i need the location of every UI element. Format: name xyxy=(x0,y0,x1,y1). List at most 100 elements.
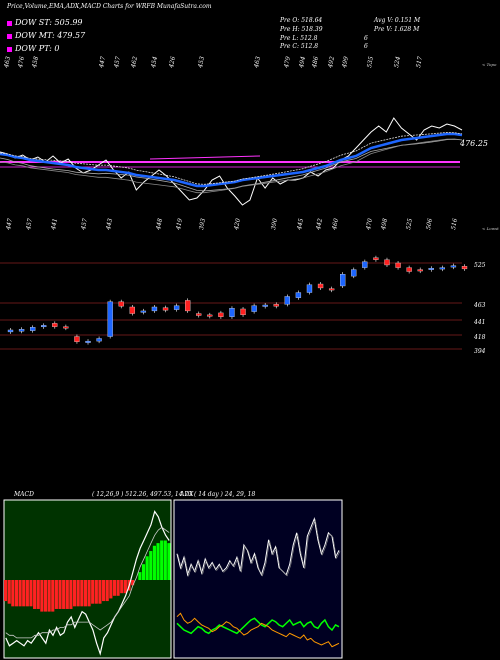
ema-bottom-label: 457 xyxy=(25,218,34,232)
candle-body xyxy=(151,306,158,312)
ema-top-label: 479 xyxy=(283,56,292,70)
candle-body xyxy=(295,292,302,298)
ema-bottom-label: 390 xyxy=(270,218,279,231)
candle-body xyxy=(162,307,169,311)
ema-white-dotted xyxy=(0,131,463,185)
macd-histogram-bar xyxy=(163,540,167,580)
macd-histogram-bar xyxy=(102,580,106,602)
macd-histogram-bar xyxy=(54,580,58,609)
candle-body xyxy=(107,301,113,337)
candle-body xyxy=(362,261,368,268)
ema-top-label: 453 xyxy=(197,56,206,70)
ema-bottom-label: 419 xyxy=(175,218,184,232)
adx-shadow-line xyxy=(177,518,341,577)
candle-body xyxy=(218,312,224,317)
candle-body xyxy=(173,305,180,310)
macd-histogram-bar xyxy=(87,580,91,607)
ema-bottom-label: 443 xyxy=(105,218,114,232)
candle-body xyxy=(461,266,468,270)
ema-top-label: 458 xyxy=(31,56,40,70)
macd-histogram-bar xyxy=(62,580,66,609)
ema-blue-line xyxy=(0,132,463,188)
price-tick-label: 463 xyxy=(473,302,486,309)
macd-histogram-bar xyxy=(156,543,160,580)
macd-histogram-bar xyxy=(112,580,117,596)
adx-minus-line xyxy=(176,612,340,648)
adx-plus-line xyxy=(176,617,340,635)
candle-body xyxy=(18,329,25,332)
candle-body xyxy=(395,262,401,268)
stat-pre-low: Pre L: 512.8 xyxy=(280,35,318,42)
ema-bottom-label: 516 xyxy=(450,218,459,231)
legend-dow-st: DOW ST: 505.99 xyxy=(7,18,83,27)
legend-dow-st-label: DOW ST: 505.99 xyxy=(15,18,83,27)
candle-body xyxy=(140,310,147,313)
candle-body xyxy=(284,296,290,305)
candle-body xyxy=(52,323,58,327)
macd-histogram-bar xyxy=(72,580,77,607)
adx-params: ( 14 day ) 24, 29, 18 xyxy=(194,491,255,498)
ema-top-label: 499 xyxy=(341,56,350,70)
macd-histogram-bar xyxy=(131,580,135,586)
stat-six-b: 6 xyxy=(364,43,368,50)
ema-bottom-label: 420 xyxy=(233,218,242,232)
ema-top-label: 492 xyxy=(327,56,336,70)
ema-bottom-label: 445 xyxy=(296,218,305,232)
macd-histogram-bar xyxy=(14,580,19,607)
macd-signal-line xyxy=(5,526,170,639)
macd-histogram-bar xyxy=(25,580,29,607)
macd-histogram-bar xyxy=(76,580,80,607)
adx-adx-line xyxy=(176,516,340,577)
legend-swatch xyxy=(7,46,12,52)
macd-line xyxy=(5,510,170,656)
ema-bottom-label: 457 xyxy=(80,218,89,232)
macd-histogram-bar xyxy=(51,580,55,612)
macd-histogram-bar xyxy=(123,580,127,594)
macd-histogram-bar xyxy=(33,580,37,609)
candle-body xyxy=(351,269,357,277)
macd-histogram-bar xyxy=(138,572,142,580)
macd-histogram-bar xyxy=(69,580,73,609)
ema-top-label: 454 xyxy=(150,56,159,70)
macd-histogram-bar xyxy=(94,580,98,604)
ema-top-label: 463 xyxy=(253,56,262,70)
ema-top-label: 462 xyxy=(130,56,139,70)
ema-bottom-label: 442 xyxy=(315,218,324,232)
candle-body xyxy=(7,329,14,333)
candle-body xyxy=(384,259,390,266)
candle-body xyxy=(118,301,124,307)
candle-body xyxy=(406,267,412,272)
ema-bottom-label: 460 xyxy=(331,218,340,232)
candle-body xyxy=(428,268,434,270)
ema-bottom-label: 448 xyxy=(155,218,164,232)
macd-histogram-bar xyxy=(29,580,33,607)
legend-swatch xyxy=(7,33,12,39)
ema-gray-line xyxy=(0,138,463,192)
ema-gray-line-2 xyxy=(0,138,463,194)
macd-histogram-bar xyxy=(160,540,164,580)
stat-pre-volume: Pre V: 1.628 M xyxy=(374,26,420,33)
price-tick-label: 418 xyxy=(473,334,486,341)
macd-histogram-bar xyxy=(47,580,51,612)
candle-body xyxy=(317,283,324,289)
candle-body xyxy=(251,305,257,312)
macd-histogram-bar xyxy=(18,580,22,607)
ema-bottom-label: 393 xyxy=(198,218,207,231)
candle-body xyxy=(262,304,268,307)
legend-swatch xyxy=(7,20,12,26)
candle-body xyxy=(439,267,446,270)
stat-pre-close: Pre C: 512.8 xyxy=(280,43,319,50)
macd-title: MACD xyxy=(13,491,34,498)
macd-histogram-bar xyxy=(7,580,11,604)
macd-histogram-bar xyxy=(11,580,15,607)
price-tick-label: 394 xyxy=(474,348,486,355)
ema-tag-top: < Topo xyxy=(482,62,497,67)
candle-body xyxy=(29,327,36,331)
page-title: Price,Volume,EMA,ADX,MACD Charts for WRF… xyxy=(7,3,212,10)
candle-body xyxy=(63,326,69,329)
ema-tag-low: < Lowst xyxy=(482,226,499,231)
ema-top-label: 426 xyxy=(168,56,177,70)
candle-body xyxy=(85,340,91,343)
dow-line-3 xyxy=(149,155,261,160)
